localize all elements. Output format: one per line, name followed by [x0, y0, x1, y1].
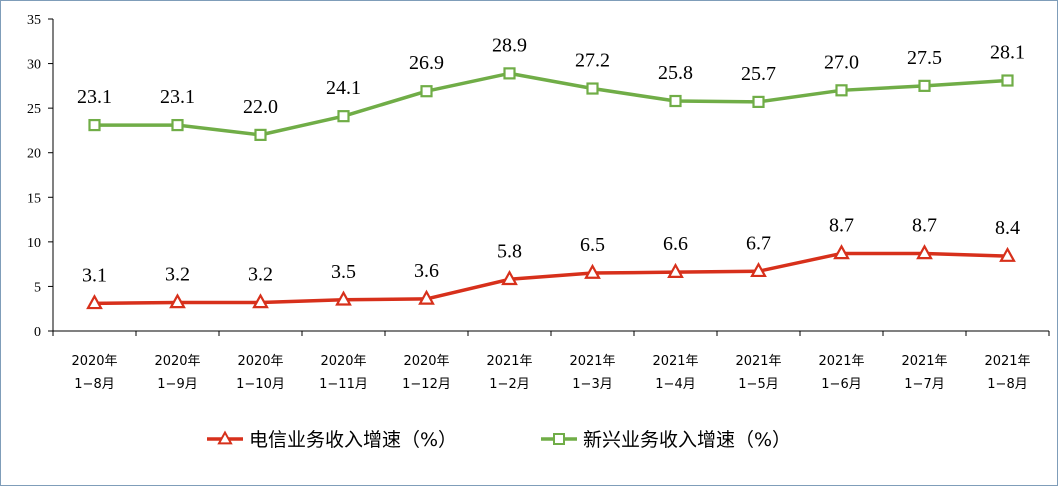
- series-line-1: [94, 251, 1008, 306]
- data-point-triangle: [750, 261, 767, 278]
- data-point-triangle: [833, 244, 850, 260]
- x-tick-label-year: 2020年: [154, 354, 200, 369]
- data-label: 6.7: [746, 232, 771, 254]
- data-point-square: [1001, 74, 1014, 87]
- data-point-triangle: [916, 244, 933, 260]
- data-point-triangle: [86, 294, 103, 310]
- x-tick-label-period: 1−3月: [572, 377, 612, 392]
- data-label: 5.8: [497, 240, 522, 262]
- data-point-triangle: [335, 290, 352, 306]
- data-label: 8.7: [912, 214, 937, 236]
- y-tick-label: 10: [27, 236, 41, 251]
- data-label: 8.4: [995, 217, 1020, 239]
- legend-square-marker: [553, 433, 565, 445]
- data-label: 28.9: [492, 34, 527, 56]
- data-label: 25.8: [658, 62, 693, 84]
- data-point-triangle: [667, 262, 684, 278]
- y-tick-label: 25: [27, 102, 41, 117]
- data-label: 3.2: [165, 263, 190, 285]
- data-point-square: [337, 110, 350, 123]
- legend-triangle-marker: [217, 430, 233, 445]
- x-tick-label-year: 2020年: [320, 354, 366, 369]
- data-label: 27.5: [907, 47, 942, 69]
- x-tick-label-year: 2020年: [237, 354, 283, 369]
- x-tick-label-year: 2021年: [818, 354, 864, 369]
- x-tick-label-year: 2021年: [486, 354, 532, 369]
- y-tick-label: 30: [27, 58, 41, 73]
- data-point-triangle: [501, 270, 518, 286]
- data-label: 3.1: [82, 264, 107, 286]
- data-point-square: [835, 84, 848, 97]
- data-point-square: [171, 118, 184, 132]
- data-point-triangle: [252, 293, 269, 309]
- data-point-square: [669, 94, 682, 108]
- x-tick-label-period: 1−9月: [157, 377, 197, 392]
- x-tick-label-year: 2021年: [735, 354, 781, 369]
- data-label: 27.2: [575, 50, 610, 72]
- y-tick-label: 35: [27, 13, 41, 28]
- x-tick-label-year: 2020年: [403, 354, 449, 369]
- data-label: 3.2: [248, 263, 273, 285]
- x-tick-label-period: 1−8月: [987, 377, 1027, 392]
- data-label: 8.7: [829, 214, 854, 236]
- series-line-2: [94, 71, 1008, 137]
- data-label: 22.0: [243, 96, 278, 118]
- x-tick-label-year: 2021年: [569, 354, 615, 369]
- data-label: 3.5: [331, 261, 356, 283]
- data-label: 6.6: [663, 233, 688, 255]
- data-point-triangle: [418, 289, 435, 305]
- data-point-square: [254, 128, 267, 141]
- data-label: 25.7: [741, 63, 776, 85]
- x-tick-label-period: 1−12月: [402, 377, 451, 392]
- data-label: 3.6: [414, 260, 439, 282]
- x-tick-label-period: 1−10月: [236, 377, 285, 392]
- data-point-square: [88, 118, 101, 132]
- x-tick-label-period: 1−7月: [904, 377, 944, 392]
- x-tick-label-year: 2020年: [71, 354, 117, 369]
- x-tick-label-period: 1−2月: [489, 377, 529, 392]
- data-point-square: [503, 67, 516, 80]
- data-label: 6.5: [580, 234, 605, 256]
- x-tick-label-period: 1−5月: [738, 377, 778, 392]
- x-tick-label-year: 2021年: [984, 354, 1030, 369]
- x-tick-label-period: 1−4月: [655, 377, 695, 392]
- y-tick-label: 20: [27, 147, 41, 162]
- y-tick-label: 15: [27, 191, 41, 206]
- y-tick-label: 5: [34, 280, 41, 295]
- data-point-square: [752, 95, 765, 109]
- data-label: 24.1: [326, 77, 361, 99]
- data-point-triangle: [584, 263, 601, 279]
- x-tick-label-year: 2021年: [901, 354, 947, 369]
- data-label: 27.0: [824, 51, 859, 73]
- data-label: 23.1: [160, 86, 195, 108]
- data-point-square: [586, 82, 599, 95]
- data-point-triangle: [169, 293, 186, 309]
- x-tick-label-period: 1−6月: [821, 377, 861, 392]
- x-tick-label-year: 2021年: [652, 354, 698, 369]
- y-tick-label: 0: [34, 325, 41, 340]
- data-point-square: [420, 85, 433, 98]
- data-point-square: [918, 79, 931, 92]
- data-label: 23.1: [77, 86, 112, 108]
- x-tick-label-period: 1−11月: [319, 377, 368, 392]
- data-point-triangle: [999, 246, 1016, 262]
- data-label: 26.9: [409, 52, 444, 74]
- data-label: 28.1: [990, 42, 1025, 64]
- legend-label-1: 电信业务收入增速（%）: [249, 429, 457, 451]
- legend-label-2: 新兴业务收入增速（%）: [583, 429, 791, 451]
- x-tick-label-period: 1−8月: [74, 377, 114, 392]
